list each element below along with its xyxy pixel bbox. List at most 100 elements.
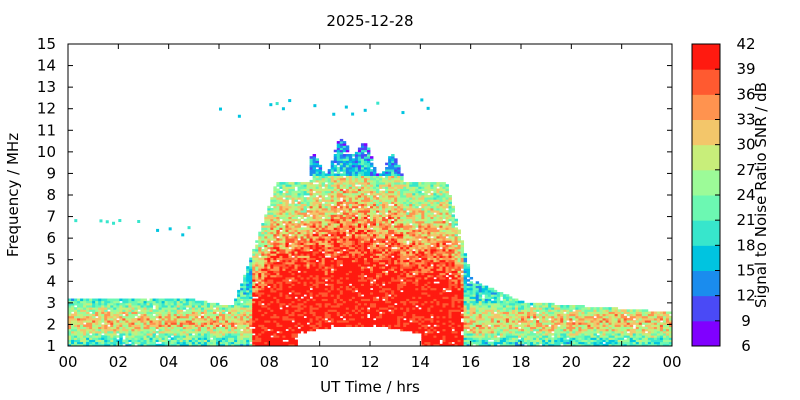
heatmap-cell: [312, 171, 317, 174]
heatmap-cell: [303, 220, 307, 224]
heatmap-cell: [321, 264, 326, 267]
heatmap-cell: [149, 309, 153, 312]
heatmap-cell: [324, 197, 329, 200]
heatmap-cell: [219, 307, 223, 310]
heatmap-cell: [336, 279, 341, 282]
heatmap-cell: [107, 300, 111, 304]
heatmap-cell: [354, 246, 359, 250]
heatmap-cell: [363, 268, 368, 271]
heatmap-cell: [406, 302, 410, 306]
heatmap-cell: [370, 162, 374, 166]
heatmap-cell: [92, 320, 96, 323]
heatmap-cell: [279, 335, 283, 338]
heatmap-cell: [149, 337, 153, 340]
heatmap-cell: [406, 296, 410, 299]
heatmap-cell: [270, 216, 274, 220]
heatmap-cell: [282, 270, 286, 274]
heatmap-cell: [273, 253, 277, 256]
heatmap-cell: [354, 242, 359, 246]
heatmap-cell: [400, 175, 404, 179]
heatmap-cell: [324, 266, 329, 269]
heatmap-cell: [191, 317, 196, 321]
heatmap-cell: [312, 268, 317, 271]
heatmap-cell: [351, 184, 356, 187]
heatmap-cell: [388, 268, 392, 271]
heatmap-cell: [200, 343, 205, 347]
heatmap-cell: [397, 322, 401, 325]
heatmap-cell: [360, 160, 365, 164]
heatmap-cell: [261, 328, 265, 332]
heatmap-cell: [327, 279, 332, 282]
heatmap-cell: [330, 287, 335, 291]
heatmap-cell: [318, 320, 323, 323]
heatmap-cell: [345, 214, 350, 217]
heatmap-cell: [222, 309, 226, 312]
heatmap-cell: [303, 279, 307, 282]
heatmap-cell: [342, 307, 347, 310]
heatmap-cell: [101, 298, 105, 302]
heatmap-cell: [276, 268, 280, 271]
heatmap-cell: [279, 266, 283, 269]
heatmap-cell: [273, 281, 277, 284]
heatmap-cell: [312, 175, 317, 179]
heatmap-cell: [282, 307, 286, 310]
heatmap-cell: [200, 300, 205, 304]
heatmap-cell: [234, 337, 238, 340]
heatmap-cell: [309, 274, 314, 278]
heatmap-cell: [282, 268, 286, 271]
heatmap-cell: [379, 179, 383, 183]
heatmap-cell: [370, 210, 374, 213]
heatmap-cell: [342, 268, 347, 271]
heatmap-cell: [264, 343, 268, 347]
heatmap-cell: [104, 341, 108, 345]
heatmap-cell: [342, 309, 347, 312]
heatmap-cell: [240, 326, 244, 330]
heatmap-cell: [294, 216, 298, 220]
heatmap-cell: [71, 298, 75, 302]
heatmap-cell: [351, 244, 356, 248]
heatmap-cell: [324, 302, 329, 306]
heatmap-cell: [394, 311, 398, 315]
heatmap-cell: [391, 300, 395, 304]
heatmap-cell: [80, 311, 84, 315]
heatmap-cell: [366, 229, 371, 233]
heatmap-cell: [376, 324, 380, 327]
heatmap-cell: [246, 266, 250, 269]
heatmap-cell: [279, 199, 283, 202]
heatmap-cell: [400, 261, 404, 265]
heatmap-cell: [303, 251, 307, 254]
heatmap-cell: [273, 322, 277, 325]
heatmap-cell: [330, 201, 335, 205]
heatmap-cell: [77, 298, 81, 302]
heatmap-cell: [288, 251, 292, 254]
heatmap-cell: [276, 205, 280, 209]
heatmap-cell: [348, 207, 353, 211]
heatmap-cell: [400, 259, 404, 263]
heatmap-cell: [342, 313, 347, 317]
heatmap-cell: [315, 274, 320, 278]
heatmap-cell: [131, 300, 135, 304]
heatmap-cell: [258, 298, 262, 302]
heatmap-cell: [333, 296, 338, 299]
heatmap-cell: [203, 328, 208, 332]
heatmap-cell: [212, 335, 217, 338]
heatmap-cell: [403, 313, 407, 317]
heatmap-cell: [279, 231, 283, 235]
heatmap-cell: [267, 270, 271, 274]
heatmap-cell: [400, 313, 404, 317]
heatmap-cell: [279, 339, 283, 343]
heatmap-cell: [203, 300, 208, 304]
heatmap-cell: [363, 190, 368, 194]
heatmap-cell: [403, 184, 407, 187]
heatmap-cell: [185, 305, 190, 308]
heatmap-cell: [306, 281, 310, 284]
heatmap-cell: [258, 248, 262, 252]
heatmap-cell: [360, 251, 365, 254]
heatmap-cell: [303, 244, 307, 248]
heatmap-cell: [179, 335, 184, 338]
heatmap-cell: [222, 305, 226, 308]
heatmap-cell: [342, 166, 347, 170]
heatmap-cell: [388, 305, 392, 308]
heatmap-cell: [357, 257, 362, 261]
heatmap-cell: [312, 257, 317, 261]
